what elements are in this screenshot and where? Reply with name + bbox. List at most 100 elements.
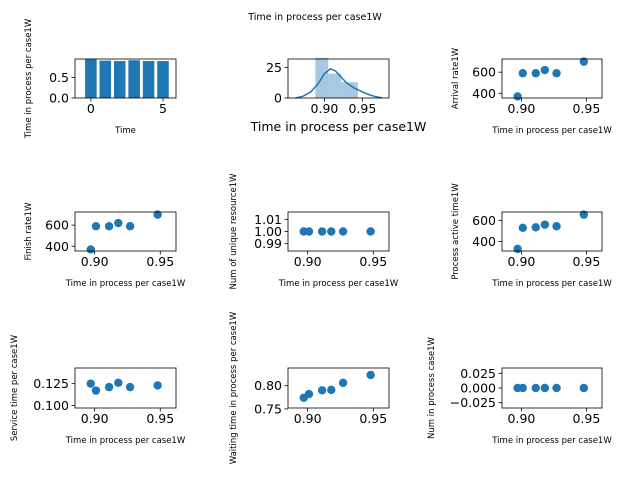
scatter-point [91, 222, 101, 231]
x-tick-label: 0.90 [81, 411, 109, 426]
subplot-2: 0.90 0.95 0 25 Time in process per case1W [250, 57, 427, 134]
scatter-point [86, 245, 95, 254]
x-axis-label: Time [114, 126, 136, 136]
scatter-point [153, 210, 162, 219]
x-axis-label: Time in process per case1W [491, 279, 612, 289]
scatter-point [513, 244, 522, 254]
axes-frame [74, 58, 177, 99]
y-tick-label: 400 [472, 234, 496, 249]
x-tick-label: 0.95 [572, 411, 600, 426]
y-tick-label: −0.025 [450, 395, 496, 410]
y-axis-label: Process active time1W [451, 183, 461, 280]
scatter-point [327, 227, 336, 236]
x-tick-label: 0.90 [508, 254, 536, 269]
x-axis-label: Time in process per case1W [278, 279, 399, 289]
scatter-point [327, 385, 336, 395]
subplot-6: 0.90 0.95 400 600 Time in process per case1W… [451, 183, 612, 289]
y-tick-label: 25 [266, 60, 282, 75]
scatter-point [513, 92, 522, 101]
subplot-8: 0.90 0.95 0.75 0.80 Waiting time in process … [229, 311, 390, 464]
subplot-5: 0.90 0.95 0.991.001.01 Time in process per … [229, 173, 399, 290]
scatter-point [579, 210, 589, 219]
y-tick-label: 0.80 [254, 378, 282, 393]
y-tick-label: 0 [274, 91, 282, 106]
scatter-point [552, 222, 561, 231]
histogram-bar [328, 73, 342, 98]
x-tick-label: 0.95 [359, 411, 387, 426]
scatter-point [552, 383, 561, 393]
x-tick-label: 5 [159, 101, 167, 116]
axes-frame [287, 367, 390, 409]
scatter-point [317, 386, 327, 395]
y-axis-label: Waiting time in process per case1W [229, 311, 239, 464]
scatter-point [366, 370, 375, 380]
x-axis-label: Time in process per case1W [491, 436, 612, 446]
y-tick-label: 1.01 [254, 212, 282, 227]
y-axis-label: Num in process case1W [427, 336, 437, 438]
scatter-point [114, 218, 123, 228]
scatter-point [518, 69, 527, 78]
scatter-point [531, 223, 540, 232]
x-tick-label: 0.95 [348, 101, 376, 116]
x-tick-label: 0.90 [508, 411, 536, 426]
x-tick-label: 0.90 [294, 254, 322, 269]
figure-title: Time in process per case1W [247, 12, 382, 23]
y-tick-label: 0.0 [49, 91, 69, 106]
bar [157, 61, 169, 98]
x-axis-label: Time in process per case1W [491, 126, 612, 136]
subplot-1: 0 5 0.0 0.5 Time Time in process per case1W [24, 18, 177, 139]
scatter-point [125, 382, 135, 392]
bar [113, 61, 126, 98]
scatter-point [531, 69, 540, 78]
subplot-7: 0.90 0.95 0.100 0.125 Time in process per ca… [10, 334, 186, 446]
scatter-point [540, 65, 550, 75]
scatter-point [86, 379, 95, 388]
x-axis-label: Time in process per case1W [250, 119, 427, 134]
scatter-point [579, 383, 589, 393]
y-tick-label: 600 [45, 218, 69, 233]
bar [142, 61, 155, 98]
x-tick-label: 0.95 [572, 101, 600, 116]
y-tick-label: 400 [472, 86, 496, 101]
y-axis-label: Arrival rate1W [451, 47, 461, 109]
axes-frame [74, 211, 177, 252]
y-axis-label: Finish rate1W [24, 202, 34, 261]
subplot-4: 0.90 0.95 400 600 Time in process per case1W… [24, 202, 186, 289]
bar [99, 60, 112, 98]
y-tick-label: 600 [472, 65, 496, 80]
y-tick-label: 0.125 [33, 376, 69, 391]
y-tick-label: 0.75 [254, 401, 282, 416]
axes-frame [74, 367, 177, 409]
scatter-point [552, 69, 561, 78]
y-tick-label: 0.025 [460, 366, 496, 381]
scatter-point [104, 222, 114, 231]
y-tick-label: 0.000 [460, 381, 496, 396]
x-tick-label: 0.90 [294, 411, 322, 426]
scatter-point [540, 220, 550, 229]
x-tick-label: 0.95 [146, 411, 174, 426]
axes-frame [501, 58, 603, 99]
x-tick-label: 0.90 [81, 254, 109, 269]
y-tick-label: 0.100 [33, 398, 69, 413]
y-axis-label: Service time per case1W [10, 334, 20, 441]
x-tick-label: 0.90 [508, 101, 536, 116]
scatter-point [91, 386, 101, 395]
x-tick-label: 0.95 [572, 254, 600, 269]
bar [85, 59, 97, 98]
scatter-point [518, 383, 527, 393]
scatter-point [366, 227, 375, 236]
x-axis-label: Time in process per case1W [65, 436, 186, 446]
subplot-3: 0.90 0.95 400 600 Time in process per case1W… [451, 47, 612, 136]
bar [128, 60, 140, 98]
y-axis-label: Num of unique resource1W [229, 173, 239, 290]
kde-line [295, 67, 383, 99]
scatter-point [338, 227, 348, 236]
y-tick-label: 400 [45, 239, 69, 254]
x-tick-label: 0.95 [146, 254, 174, 269]
scatter-point [114, 378, 123, 387]
x-tick-label: 0.90 [311, 101, 339, 116]
y-axis-label: Time in process per case1W [24, 18, 34, 139]
